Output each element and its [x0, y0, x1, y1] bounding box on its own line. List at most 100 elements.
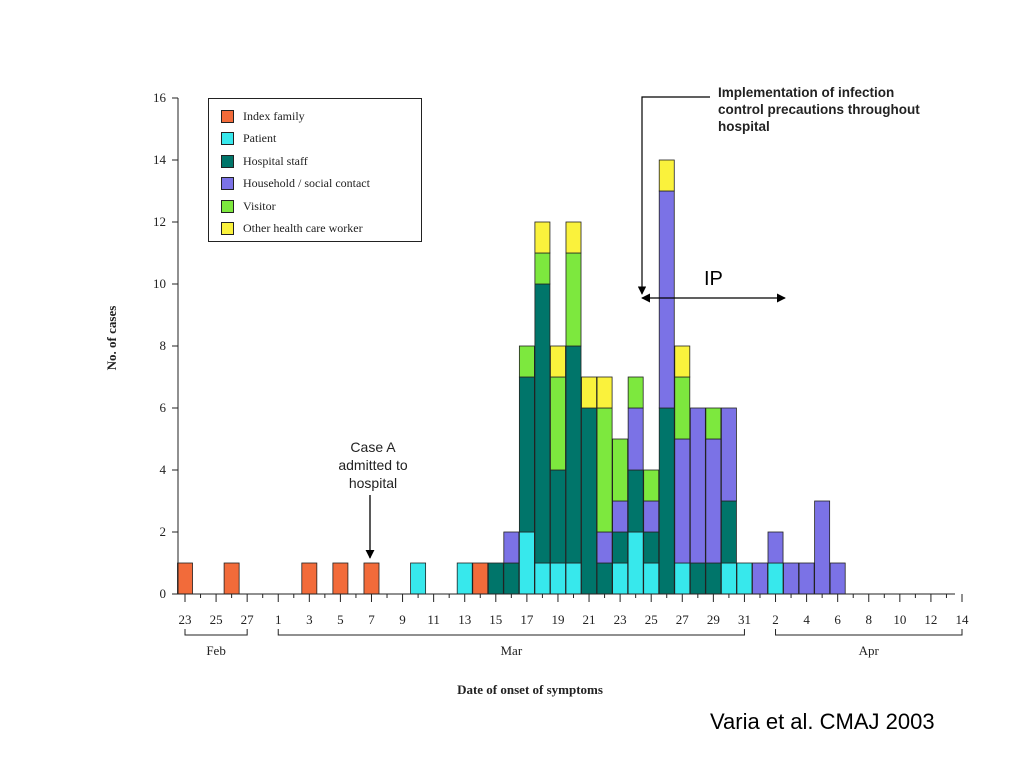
bar-segment [565, 221, 582, 254]
bar-segment [798, 562, 815, 595]
y-tick-label: 14 [153, 152, 167, 167]
bar-segment [301, 562, 318, 595]
bar-segment [518, 376, 535, 533]
y-tick-label: 12 [153, 214, 166, 229]
ip-label: IP [704, 268, 723, 290]
bar-segment [581, 376, 597, 409]
legend-item: Index family [221, 105, 421, 128]
x-tick-label: 1 [275, 612, 282, 627]
bar-segment [627, 469, 644, 533]
bar-segment [410, 562, 427, 595]
x-tick-label: 5 [337, 612, 344, 627]
bar-segment [223, 562, 240, 595]
y-tick-label: 2 [160, 524, 167, 539]
month-bracket [775, 629, 963, 636]
bar-segment [627, 376, 644, 409]
legend-label: Household / social contact [243, 176, 370, 191]
x-tick-label: 15 [489, 612, 502, 627]
legend-item: Patient [221, 128, 421, 151]
x-tick-label: 6 [834, 612, 841, 627]
bar-segment [643, 531, 660, 564]
bar-segment [332, 562, 349, 595]
bar-segment [612, 531, 629, 564]
x-tick-label: 11 [427, 612, 440, 627]
bar-segment [518, 531, 535, 595]
x-tick-label: 25 [645, 612, 658, 627]
bar-segment [565, 345, 582, 564]
x-tick-label: 4 [803, 612, 810, 627]
x-tick-label: 27 [241, 612, 255, 627]
y-tick-label: 0 [160, 586, 167, 601]
legend-label: Hospital staff [243, 153, 308, 168]
bar-segment [565, 562, 582, 595]
bar-segment [612, 438, 629, 502]
bar-segment [518, 345, 535, 378]
bar-segment [550, 345, 566, 378]
bar-segment [534, 283, 551, 564]
legend-item: Household / social contact [221, 173, 421, 196]
bar-segment [503, 531, 520, 564]
implementation-arrow [637, 96, 710, 295]
legend-label: Other health care worker [243, 221, 363, 236]
annotation-arrows [365, 96, 786, 559]
y-tick-label: 10 [153, 276, 166, 291]
bar-segment [612, 500, 629, 533]
x-axis-label: Date of onset of symptoms [457, 682, 603, 697]
x-tick-label: 27 [676, 612, 690, 627]
x-tick-label: 7 [368, 612, 375, 627]
legend-item: Hospital staff [221, 150, 421, 173]
month-label: Mar [501, 643, 523, 658]
bar-segment [674, 562, 691, 595]
legend-swatch [221, 154, 234, 168]
x-tick-label: 8 [866, 612, 873, 627]
bar-segment [705, 407, 722, 440]
month-label: Feb [206, 643, 226, 658]
legend-label: Index family [243, 108, 305, 123]
bar-segment [596, 562, 613, 595]
bar-segment [534, 252, 551, 285]
bar-segment [720, 562, 737, 595]
bar-segment [689, 562, 706, 595]
bar-segment [456, 562, 473, 595]
bar-segment [752, 562, 768, 595]
x-tick-label: 9 [399, 612, 406, 627]
legend-swatch [221, 109, 234, 123]
legend-item: Other health care worker [221, 218, 421, 241]
bar-segment [829, 562, 846, 595]
x-tick-label: 19 [551, 612, 564, 627]
bar-segment [487, 562, 504, 595]
case-a-annotation: Case A admitted to hospital [338, 439, 408, 491]
bar-segment [550, 469, 566, 564]
legend-swatch [221, 222, 234, 236]
y-tick-label: 6 [160, 400, 167, 415]
bar-segment [674, 438, 691, 564]
month-label: Apr [859, 643, 880, 658]
bar-segment [767, 562, 784, 595]
bars-layer [177, 159, 846, 595]
x-tick-label: 14 [956, 612, 970, 627]
x-tick-label: 12 [924, 612, 937, 627]
bar-segment [689, 407, 706, 564]
x-tick-label: 2 [772, 612, 779, 627]
month-bracket [184, 629, 248, 636]
bar-segment [674, 345, 691, 378]
bar-segment [705, 562, 722, 595]
bar-segment [581, 407, 597, 595]
bar-segment [705, 438, 722, 564]
bar-segment [596, 531, 613, 564]
bar-segment [177, 562, 193, 595]
implementation-annotation: Implementation of infection control prec… [718, 85, 920, 134]
bar-segment [658, 159, 675, 192]
citation: Varia et al. CMAJ 2003 [710, 709, 935, 734]
x-tick-label: 23 [179, 612, 192, 627]
bar-segment [472, 562, 489, 595]
legend-swatch [221, 199, 234, 213]
bar-segment [658, 190, 675, 409]
x-tick-label: 17 [520, 612, 534, 627]
x-tick-label: 25 [210, 612, 223, 627]
x-tick-label: 23 [614, 612, 627, 627]
bar-segment [503, 562, 520, 595]
bar-segment [596, 407, 613, 533]
bar-segment [550, 562, 566, 595]
